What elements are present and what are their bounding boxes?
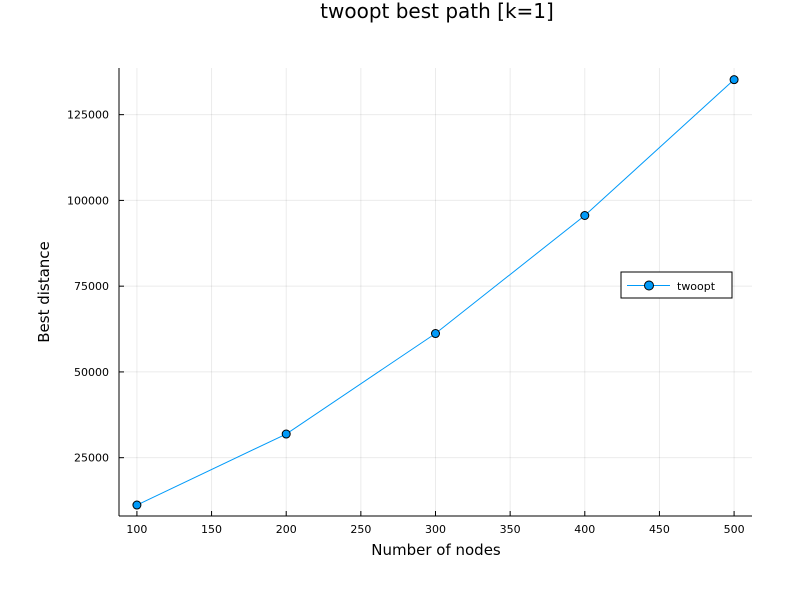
x-tick-label: 300 — [425, 523, 446, 536]
x-tick-label: 400 — [574, 523, 595, 536]
data-point-twoopt — [431, 329, 440, 339]
tick-labels: 100 150 200 250 300 350 400 450 500 25000 50000 750… — [67, 109, 745, 536]
y-tick-label: 25000 — [74, 452, 109, 465]
x-tick-label: 450 — [649, 523, 670, 536]
legend-marker-twoopt — [644, 280, 654, 291]
x-tick-label: 500 — [724, 523, 745, 536]
x-axis-label: Number of nodes — [371, 541, 501, 559]
y-tick-label: 125000 — [67, 109, 109, 122]
data-point-twoopt — [580, 211, 590, 221]
x-tick-label: 150 — [201, 523, 222, 536]
y-axis-label: Best distance — [35, 241, 53, 343]
y-tick-label: 75000 — [74, 280, 109, 293]
data-point-twoopt — [132, 500, 142, 510]
y-tick-label: 100000 — [67, 194, 109, 207]
y-tick-label: 50000 — [74, 366, 109, 379]
legend-label-twoopt: twoopt — [677, 280, 716, 293]
x-tick-label: 100 — [126, 523, 147, 536]
legend: twoopt — [620, 271, 733, 299]
data-point-twoopt — [729, 75, 739, 85]
series — [132, 75, 739, 510]
x-tick-label: 200 — [276, 523, 297, 536]
chart-title: twoopt best path [k=1] — [320, 0, 554, 23]
gridlines — [119, 68, 752, 516]
x-tick-label: 350 — [500, 523, 521, 536]
data-point-twoopt — [281, 429, 291, 439]
x-tick-label: 250 — [350, 523, 371, 536]
